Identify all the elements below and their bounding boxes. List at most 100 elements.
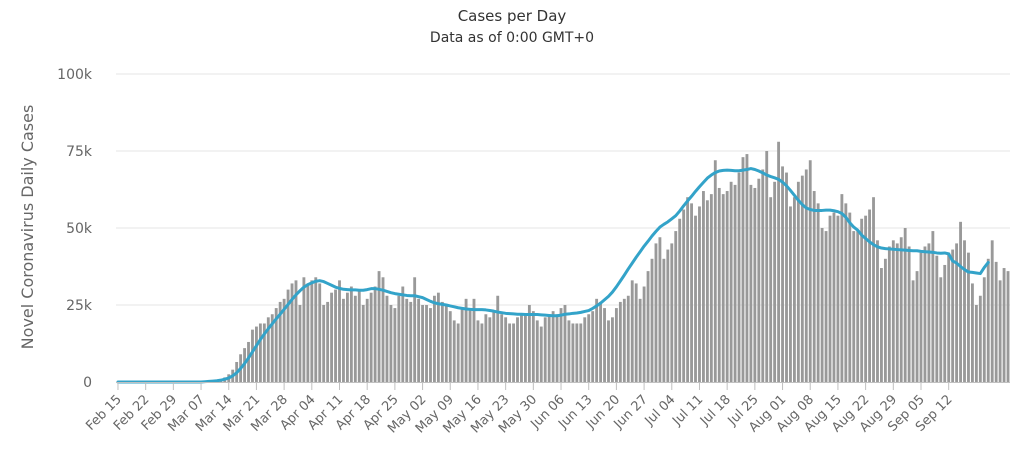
bar [365,298,369,382]
bar [417,298,421,382]
bar [1002,268,1006,382]
bar [334,289,337,382]
bar [583,317,587,382]
bar [614,308,618,382]
bar [626,295,630,382]
daily-cases-bars [199,141,1010,382]
bar [887,246,891,382]
bar [496,295,500,382]
bar [500,314,504,382]
bar [603,308,606,382]
bar [409,301,413,382]
bar [927,243,931,382]
bar [516,317,519,382]
bar [666,249,670,382]
bar [737,172,741,382]
bar [587,314,591,382]
bar [425,305,428,382]
bar [393,308,397,382]
bar [440,301,444,382]
bar [448,311,452,382]
bar [994,261,998,382]
bar [555,314,559,382]
bar [986,258,990,382]
bar [990,240,994,382]
bar [622,298,626,382]
bar [381,277,385,382]
bar [306,283,310,382]
bar [468,308,472,382]
bar [630,280,634,382]
bar [951,249,955,382]
bar [690,203,693,382]
x-tick-label: Jul 04 [642,392,679,429]
bar [812,191,816,382]
bar [543,317,547,382]
bar [294,280,298,382]
bar [919,252,923,382]
bar [646,271,650,382]
bar [880,268,883,382]
bar [741,157,745,382]
bar [262,323,266,382]
bar [547,314,551,382]
y-tick-label: 75k [66,144,93,160]
bar [488,317,492,382]
bar [804,169,808,382]
y-tick-label: 25k [66,298,93,314]
bar [971,283,974,382]
bar [595,298,599,382]
bar [702,191,705,382]
grid-lines [116,73,1010,306]
bar [413,277,417,382]
bar [520,314,523,382]
bar [563,305,567,382]
bar [618,301,622,382]
bar [876,240,879,382]
bar [476,320,480,382]
bar [694,215,697,382]
bar [792,197,796,382]
bar [611,317,614,382]
bar [535,320,539,382]
y-tick-label: 100k [57,67,93,83]
bar [963,240,966,382]
bar [571,323,575,382]
bar [508,323,512,382]
bar [607,320,610,382]
bar [369,292,373,382]
bar [796,181,800,382]
x-tick-label: Jul 18 [697,392,734,429]
bar [559,308,563,382]
bar [433,295,436,382]
x-tick-label: Jul 11 [669,392,706,429]
bar [389,305,393,382]
bar [314,277,318,382]
bar [713,160,717,382]
bar [800,175,804,382]
bar [361,305,365,382]
bar [959,221,962,382]
bar [832,212,836,382]
bar [868,209,871,382]
bar [255,326,258,382]
bar [967,252,970,382]
bar [342,298,345,382]
bar [373,286,377,382]
bar [634,283,638,382]
bar [282,298,286,382]
bar [429,308,432,382]
bar [682,209,686,382]
bar [357,289,361,382]
bar [860,218,864,382]
bar [591,311,595,382]
bar [575,323,579,382]
bar [642,286,646,382]
bar [512,323,515,382]
bar [338,280,341,382]
bar [290,283,294,382]
bar [258,323,262,382]
bar [943,264,947,382]
bar [974,305,978,382]
bar [1006,271,1010,382]
